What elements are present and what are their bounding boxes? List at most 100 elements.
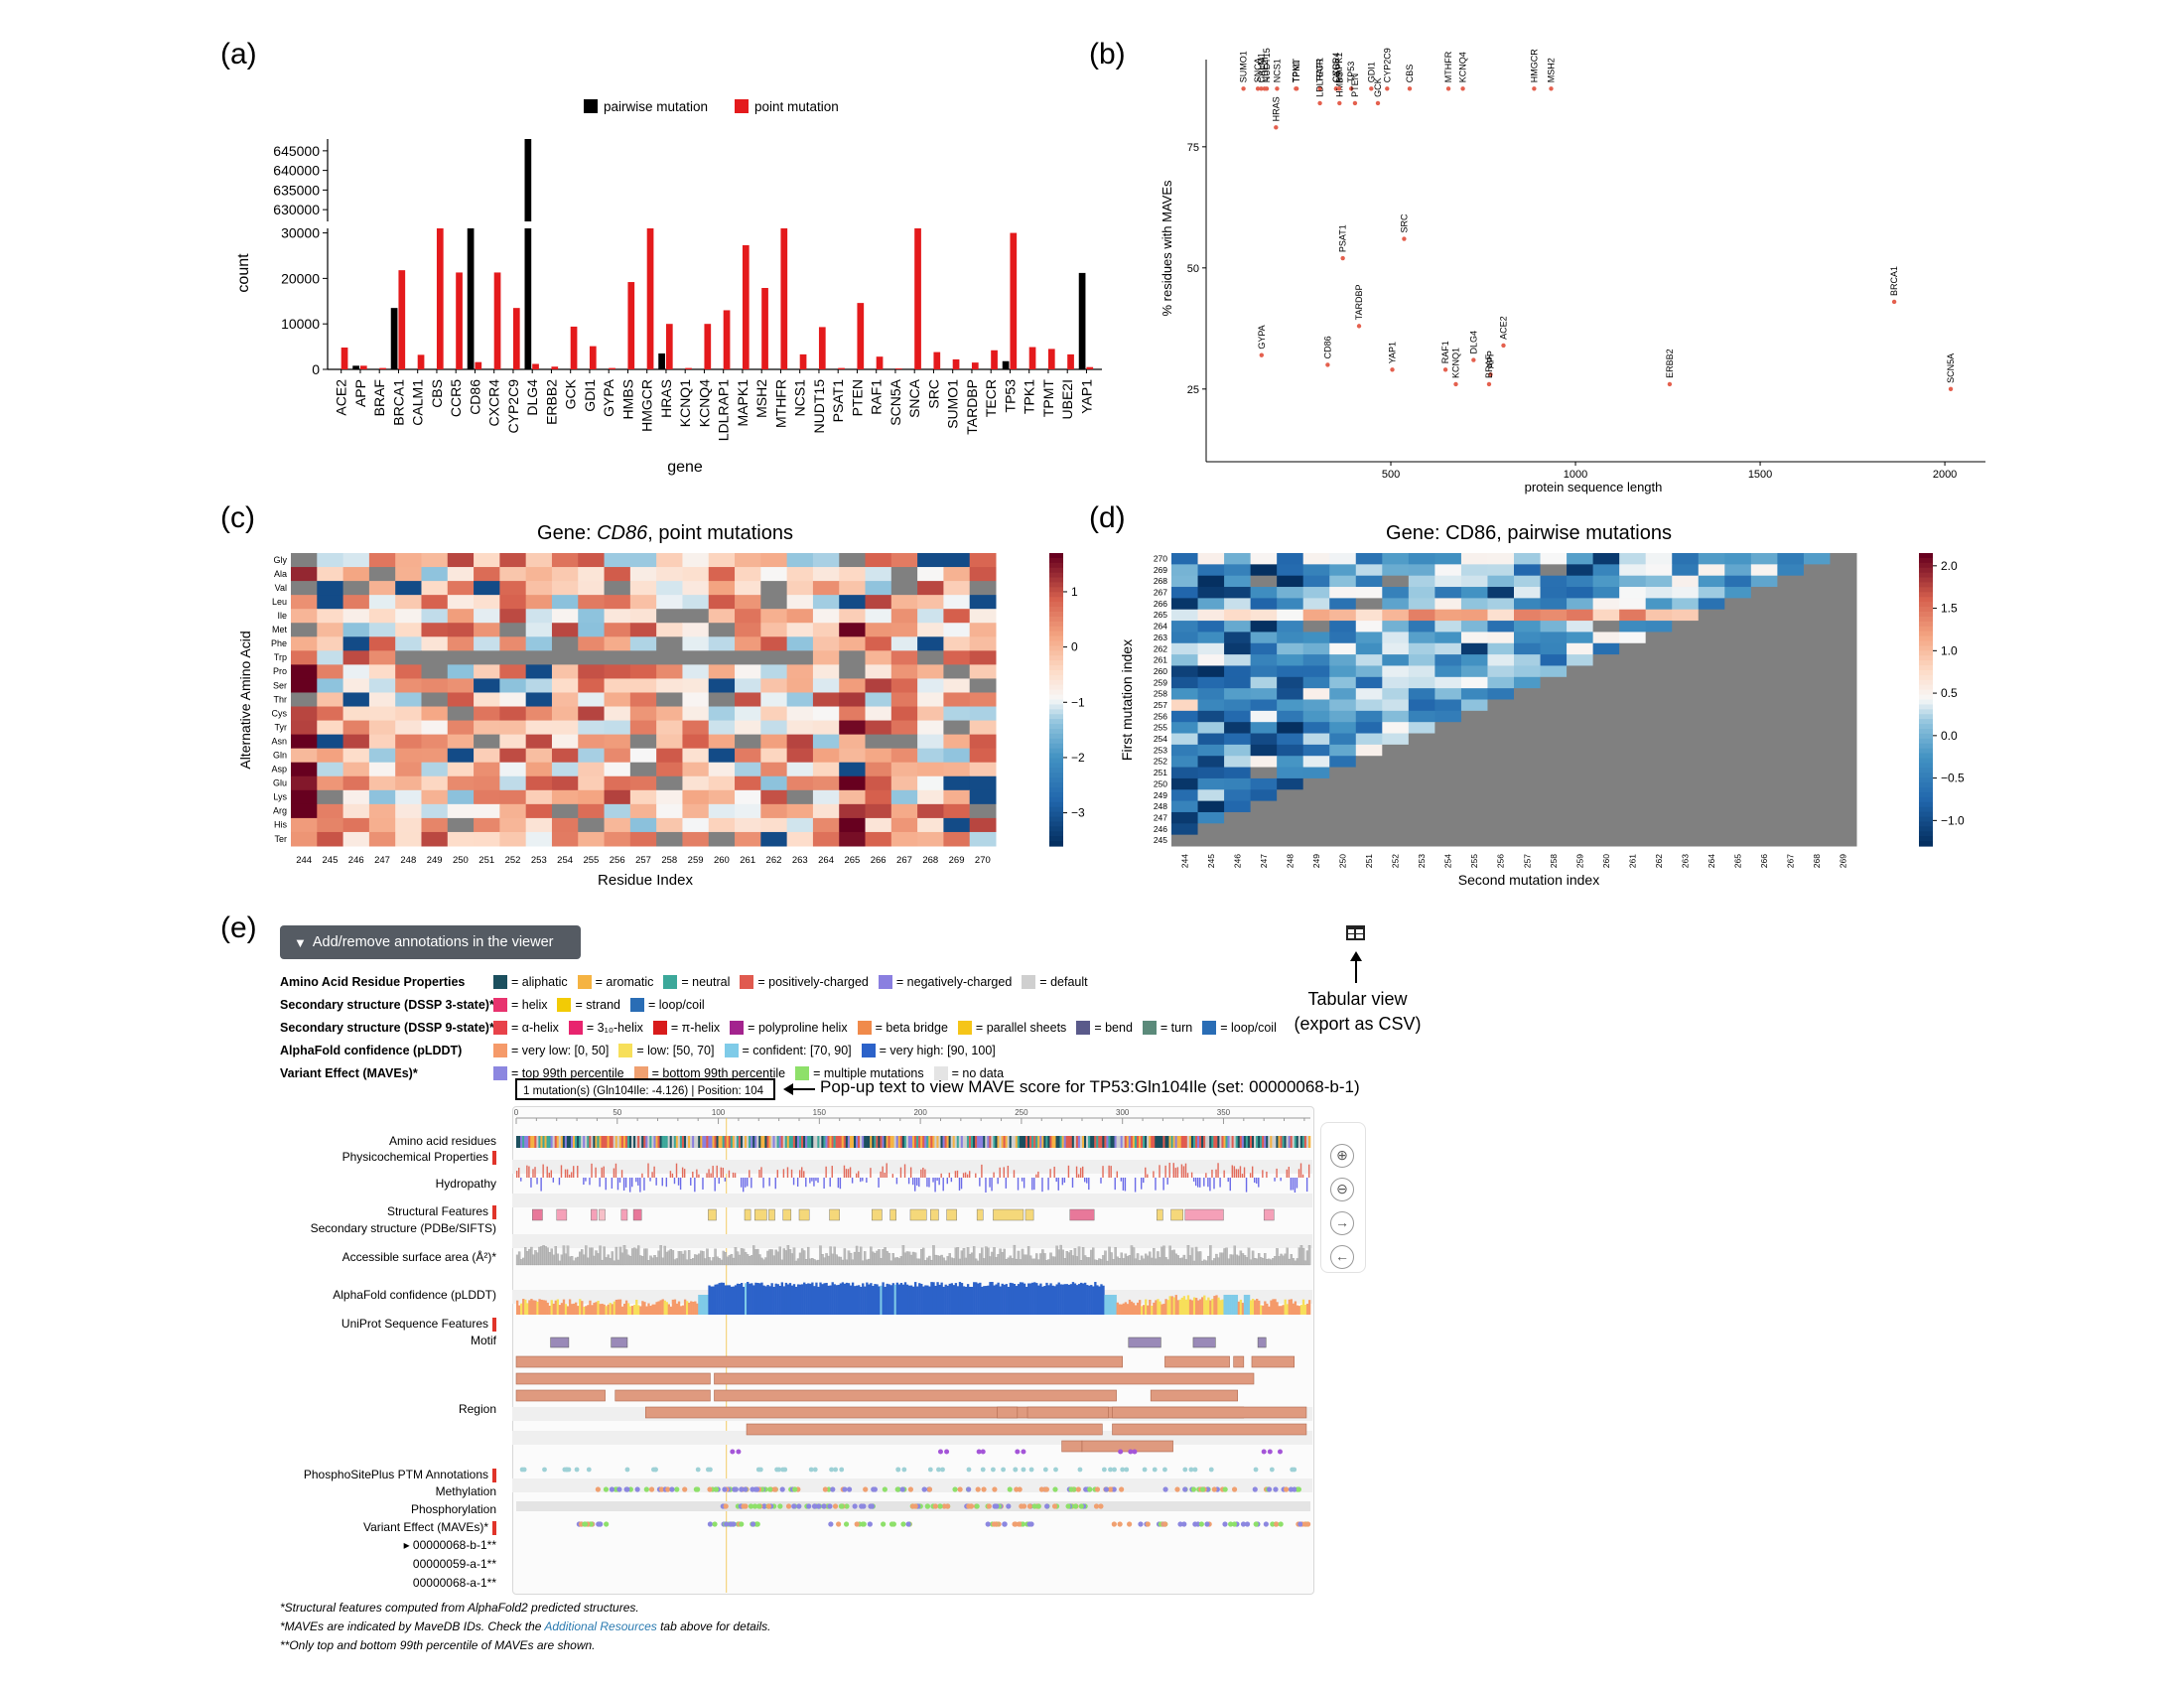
scroll-right-button[interactable]: → — [1330, 1211, 1354, 1235]
scatter-point — [1390, 367, 1395, 372]
heat-cell — [1460, 665, 1488, 678]
mave-point — [1283, 1486, 1290, 1492]
residue-cell — [1197, 1136, 1200, 1148]
legend-swatch — [493, 1044, 507, 1057]
heat-cell — [1645, 665, 1673, 678]
colorbar-segment — [1049, 724, 1063, 730]
heat-cell — [421, 692, 449, 708]
residue-cell — [562, 1136, 566, 1148]
heat-cell — [890, 623, 918, 637]
colorbar-segment — [1049, 777, 1063, 783]
plddt-bar — [639, 1306, 642, 1315]
residue-cell — [570, 1136, 574, 1148]
plddt-bar — [882, 1282, 885, 1315]
heat-cell — [1460, 587, 1488, 599]
heat-cell — [735, 609, 761, 624]
track-label-m3[interactable]: 00000068-a-1** — [413, 1576, 496, 1590]
scroll-left-button[interactable]: ← — [1330, 1245, 1354, 1269]
heat-cell — [1171, 744, 1199, 757]
hydropathy-bar — [845, 1169, 848, 1178]
annotation-toggle-button[interactable]: ▼ Add/remove annotations in the viewer — [280, 925, 581, 959]
heat-cell — [1355, 587, 1383, 599]
mave-point — [1026, 1521, 1032, 1527]
heat-cell — [629, 581, 657, 596]
track-label-m2[interactable]: 00000059-a-1** — [413, 1557, 496, 1571]
hydropathy-bar — [673, 1178, 676, 1185]
track-label-m1[interactable]: ▸ 00000068-b-1** — [404, 1538, 496, 1552]
asa-bar — [564, 1253, 568, 1266]
heat-cell — [656, 748, 683, 764]
heat-cell — [578, 762, 606, 777]
plddt-bar — [1223, 1295, 1226, 1315]
plddt-bar — [1134, 1305, 1138, 1315]
plddt-bar — [776, 1284, 779, 1315]
phospho-site — [774, 1467, 779, 1473]
asa-bar — [1104, 1250, 1107, 1266]
asa-bar — [813, 1259, 816, 1266]
legend-entry: = positively-charged — [740, 975, 869, 989]
residue-cell — [928, 1136, 931, 1148]
heat-cell — [342, 817, 370, 833]
plddt-bar — [688, 1302, 691, 1315]
residue-cell — [1264, 1136, 1267, 1148]
expand-caret-icon[interactable]: ▸ — [403, 1538, 413, 1552]
heat-cell — [1250, 642, 1278, 655]
residue-cell — [934, 1136, 937, 1148]
plddt-bar — [1301, 1299, 1305, 1315]
heat-cell — [943, 748, 971, 764]
heat-cell — [1830, 777, 1857, 790]
y-tick-label: Leu — [272, 597, 287, 607]
scatter-point — [1891, 299, 1897, 305]
heat-cell — [1382, 823, 1410, 836]
heat-cell — [839, 650, 867, 665]
heat-cell — [421, 595, 449, 610]
point-label: CYP2C9 — [1382, 48, 1392, 82]
heat-cell — [890, 803, 918, 819]
residue-cell — [698, 1136, 701, 1148]
legend-text: = bottom 99th percentile — [651, 1066, 786, 1080]
bar — [742, 244, 750, 369]
heat-cell — [1382, 575, 1410, 588]
heat-cell — [1224, 710, 1252, 723]
asa-bar — [742, 1248, 746, 1266]
plddt-bar — [940, 1282, 943, 1315]
methylation-site — [1267, 1449, 1273, 1455]
plddt-bar — [1229, 1295, 1232, 1315]
residue-cell — [572, 1136, 576, 1148]
plddt-bar — [716, 1284, 719, 1315]
residue-cell — [872, 1136, 875, 1148]
residue-cell — [847, 1136, 851, 1148]
heat-cell — [890, 762, 918, 777]
scatter-point — [1241, 86, 1246, 91]
heat-cell — [578, 692, 606, 708]
heat-cell — [447, 692, 475, 708]
heat-cell — [291, 678, 318, 693]
additional-resources-link[interactable]: Additional Resources — [544, 1619, 657, 1633]
colorbar-segment — [1049, 699, 1063, 706]
plddt-bar — [903, 1282, 907, 1315]
heat-cell — [1724, 834, 1752, 847]
residue-cell — [1079, 1136, 1083, 1148]
residue-cell — [643, 1136, 646, 1148]
heat-cell — [1619, 823, 1647, 836]
hydropathy-bar — [616, 1178, 619, 1191]
asa-bar — [1155, 1258, 1158, 1266]
heat-cell — [760, 762, 788, 777]
zoom-in-button[interactable]: ⊕ — [1330, 1144, 1354, 1168]
mave-point — [842, 1486, 848, 1492]
asa-bar — [1130, 1245, 1134, 1266]
heat-cell — [708, 706, 736, 722]
y-tick-label: Thr — [274, 694, 288, 704]
heat-cell — [1724, 587, 1752, 599]
residue-cell — [728, 1136, 732, 1148]
heat-cell — [812, 789, 840, 805]
legend-entry: = multiple mutations — [795, 1066, 924, 1080]
residue-cell — [1278, 1136, 1281, 1148]
hydropathy-bar — [968, 1171, 971, 1178]
tabular-view-button[interactable] — [1344, 923, 1368, 943]
legend-entry: = beta bridge — [857, 1021, 948, 1035]
mave-point — [1093, 1503, 1100, 1509]
heat-cell — [1460, 823, 1488, 836]
colorbar-segment — [1049, 758, 1063, 765]
zoom-out-button[interactable]: ⊖ — [1330, 1178, 1354, 1201]
